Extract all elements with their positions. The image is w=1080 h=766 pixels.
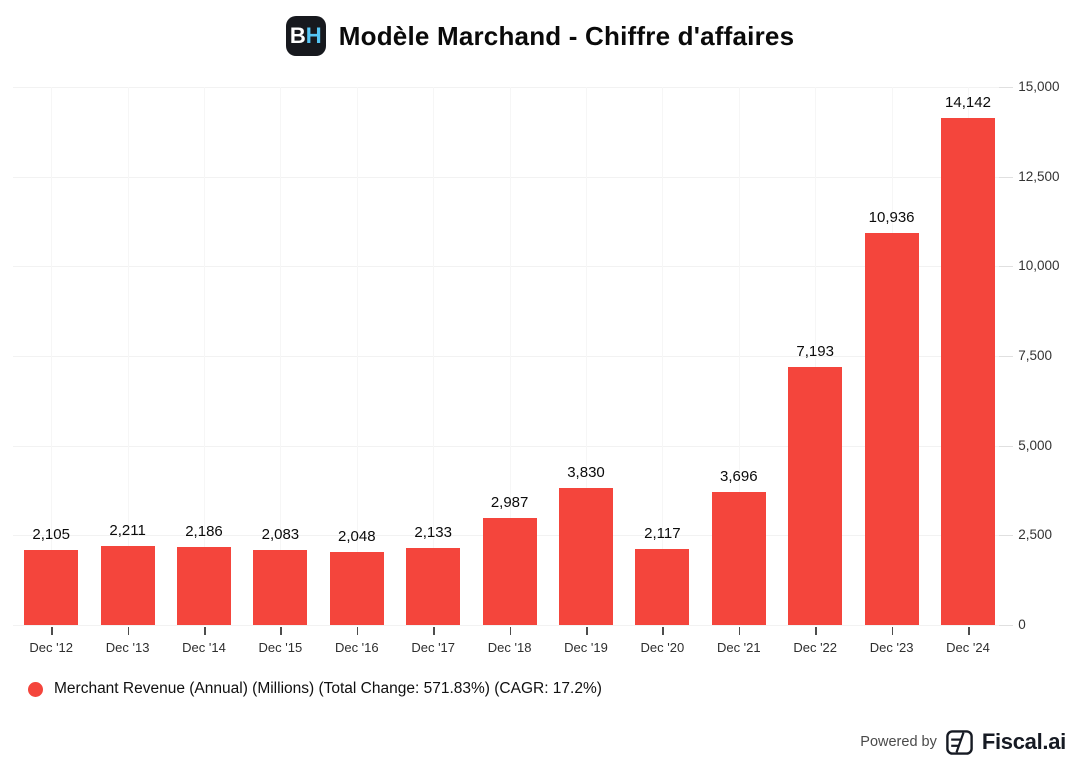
x-axis-tick [356,627,359,635]
x-tick-label: Dec '14 [182,640,226,655]
bar-value-label: 14,142 [945,93,991,111]
v-gridline [280,87,282,625]
x-tick-label: Dec '15 [258,640,303,655]
x-axis-tick [815,627,817,635]
x-axis-tick [127,627,130,635]
y-tick-label: 10,000 [1018,258,1060,274]
bar-value-label: 2,117 [644,525,681,543]
bar-value-label: 7,193 [796,343,834,360]
y-tick-label: 7,500 [1018,348,1052,363]
y-axis-tick [999,535,1014,537]
bar[interactable] [329,551,384,625]
x-axis-tick [280,627,282,635]
y-tick-label: 0 [1018,617,1026,632]
bar-value-label: 2,211 [109,521,146,539]
powered-by-text: Powered by [860,734,937,750]
v-gridline [433,87,435,625]
x-tick-label: Dec '23 [869,640,914,655]
bar-value-label: 2,048 [338,527,376,545]
bar-value-label: 2,105 [32,525,70,543]
v-gridline [662,87,664,625]
chart-title: Modèle Marchand - Chiffre d'affaires [338,20,795,51]
v-gridline [509,87,511,625]
y-tick-label: 12,500 [1018,168,1060,184]
bar[interactable] [177,546,231,625]
v-gridline [204,87,205,625]
legend-series-label: Merchant Revenue (Annual) (Millions) (To… [54,680,602,697]
y-axis-tick [999,87,1014,88]
fiscal-ai-brand-text: Fiscal.ai [981,729,1066,754]
x-axis-tick [586,627,588,635]
y-tick-label: 15,000 [1018,79,1060,94]
bar-value-label: 2,987 [490,493,529,511]
bar[interactable] [100,545,155,625]
bar[interactable] [24,549,79,625]
x-tick-label: Dec '21 [716,640,761,655]
x-axis-tick [433,627,435,635]
y-axis-tick [999,266,1014,268]
v-gridline [586,87,587,625]
v-gridline [738,87,740,625]
powered-by-footer: Powered by Fiscal.ai [860,729,1066,755]
v-gridline [51,87,53,625]
y-tick-label: 2,500 [1018,527,1052,543]
y-axis-tick [999,356,1014,357]
x-axis-tick [968,627,970,635]
x-axis-tick [509,627,512,635]
x-axis-tick [51,627,53,635]
bar[interactable] [406,548,461,625]
x-tick-label: Dec '16 [334,640,379,655]
legend-color-dot [28,681,43,697]
bar[interactable] [864,232,919,625]
x-tick-label: Dec '19 [564,640,608,655]
v-gridline [356,87,358,625]
y-axis-tick [999,625,1014,626]
x-axis-tick [204,627,206,635]
chart-legend-item[interactable]: Merchant Revenue (Annual) (Millions) (To… [28,680,602,698]
v-gridline [815,87,817,625]
x-axis-tick [738,627,741,635]
x-tick-label: Dec '22 [793,640,838,655]
x-tick-label: Dec '12 [29,640,74,655]
x-axis-tick [891,627,894,635]
x-tick-label: Dec '13 [105,640,150,655]
bar[interactable] [788,367,843,625]
x-tick-label: Dec '20 [640,640,685,655]
bar-value-label: 3,830 [567,463,605,481]
logo-letter-b: B [289,23,306,48]
bar-value-label: 3,696 [720,468,758,486]
h-gridline [13,625,1007,626]
y-tick-label: 5,000 [1018,437,1052,453]
bar-value-label: 2,133 [414,524,452,542]
bar[interactable] [559,487,613,625]
logo-letter-h: H [305,23,322,48]
bar-value-label: 2,083 [261,526,300,544]
bar[interactable] [253,550,308,625]
bar-value-label: 10,936 [868,208,915,226]
bar[interactable] [482,517,537,625]
v-gridline [127,87,129,625]
x-tick-label: Dec '24 [946,640,990,655]
y-axis-tick [999,445,1014,447]
y-axis-tick [999,176,1014,178]
bar[interactable] [941,117,995,625]
bar[interactable] [711,492,766,625]
bar[interactable] [635,549,690,625]
bar-value-label: 2,186 [185,522,223,540]
x-tick-label: Dec '18 [487,640,532,655]
fiscal-ai-logo-icon [946,729,973,755]
x-tick-label: Dec '17 [411,640,456,655]
x-axis-tick [662,627,664,635]
